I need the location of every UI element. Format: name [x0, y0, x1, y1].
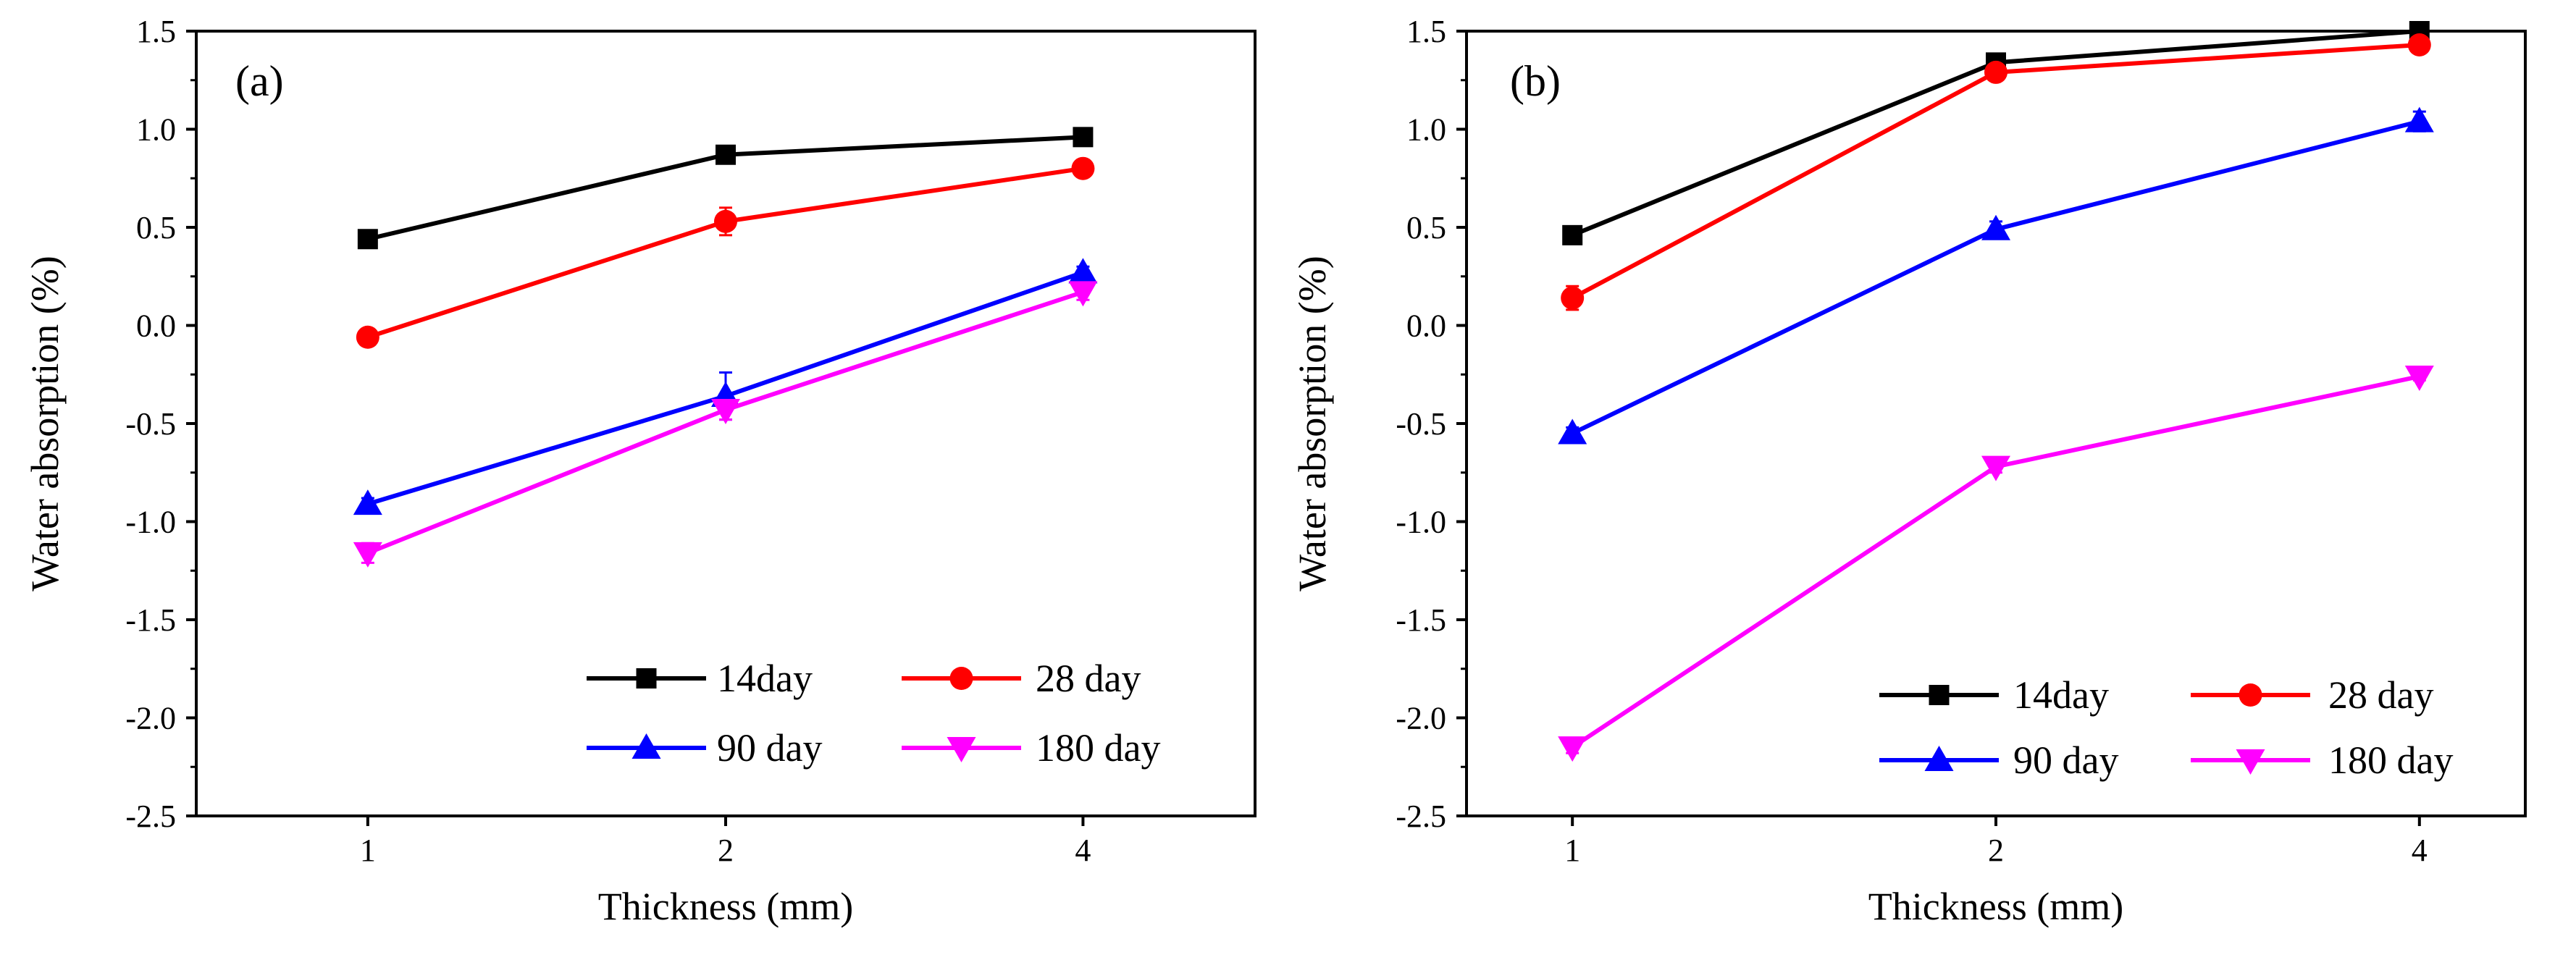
triangle-up-marker	[1924, 746, 1954, 771]
series-14day	[357, 127, 1094, 250]
y-tick-label: -2.0	[125, 701, 176, 736]
square-marker	[1073, 127, 1094, 148]
circle-marker	[356, 325, 379, 349]
y-tick-label: -1.5	[1396, 602, 1446, 638]
x-tick-label: 1	[1564, 833, 1580, 868]
legend-label: 180 day	[1036, 726, 1160, 770]
legend-label: 28 day	[1036, 657, 1141, 700]
legend-label: 28 day	[2328, 673, 2433, 717]
legend: 14day 28 day 90 day 180 day	[1879, 673, 2453, 782]
triangle-up-marker	[1558, 418, 1587, 445]
triangle-up-marker	[2404, 106, 2434, 132]
legend-label: 90 day	[2013, 738, 2118, 782]
triangle-down-marker	[1981, 455, 2010, 481]
panel-label: (b)	[1510, 57, 1561, 105]
y-tick-label: -2.5	[125, 799, 176, 834]
y-tick-label: -1.0	[1396, 505, 1446, 540]
triangle-down-marker	[353, 542, 382, 568]
triangle-up-marker	[353, 489, 382, 515]
triangle-down-marker	[711, 399, 740, 425]
triangle-down-marker	[1558, 736, 1587, 762]
square-marker	[716, 144, 736, 165]
series-line	[366, 166, 1083, 340]
y-tick-label: 0.0	[136, 308, 176, 344]
triangle-down-marker	[2236, 749, 2265, 775]
y-axis: -2.5 -2.0 -1.5 -1.0 -0.5 0.0 0.5 1.0 1.5	[1396, 14, 1467, 834]
x-tick-label: 4	[1075, 833, 1091, 868]
x-tick-label: 2	[718, 833, 734, 868]
square-marker	[1929, 685, 1950, 705]
triangle-up-marker	[1981, 214, 2010, 240]
y-tick-label: 1.0	[1406, 112, 1446, 148]
circle-marker	[2239, 683, 2262, 707]
chart-panel-b: -2.5 -2.0 -1.5 -1.0 -0.5 0.0 0.5 1.0 1.5 1 2 4 Thick…	[1291, 14, 2527, 928]
x-tick-label: 1	[360, 833, 376, 868]
y-tick-label: -2.5	[1396, 799, 1446, 834]
y-tick-label: 1.0	[136, 112, 176, 148]
triangle-down-marker	[2404, 365, 2434, 391]
triangle-down-marker	[1068, 281, 1098, 307]
y-tick-label: 1.5	[136, 14, 176, 49]
y-tick-label: 1.5	[1406, 14, 1446, 49]
series-line	[1571, 119, 2420, 436]
y-axis-title: Water absorption (%)	[23, 256, 67, 591]
panel-label: (a)	[235, 57, 284, 105]
y-tick-label: 0.0	[1406, 308, 1446, 344]
y-axis: -2.5 -2.0 -1.5 -1.0 -0.5 0.0 0.5 1.0 1.5	[125, 14, 196, 834]
y-tick-label: -1.0	[125, 505, 176, 540]
y-tick-label: -0.5	[1396, 406, 1446, 442]
triangle-up-marker	[1068, 258, 1098, 284]
circle-marker	[714, 209, 737, 233]
circle-marker	[1984, 60, 2007, 84]
square-marker	[636, 668, 657, 689]
y-tick-label: -2.0	[1396, 701, 1446, 736]
series-28-day	[1561, 33, 2431, 311]
circle-marker	[949, 667, 973, 690]
x-axis-title: Thickness (mm)	[598, 885, 853, 928]
legend-label: 180 day	[2328, 738, 2453, 782]
series-90-day	[1558, 106, 2434, 445]
series-28-day	[356, 156, 1095, 349]
y-tick-label: 0.5	[1406, 210, 1446, 245]
legend: 14day 28 day 90 day 180 day	[587, 657, 1160, 770]
series-180-day	[353, 281, 1098, 568]
square-marker	[357, 229, 378, 250]
x-axis-title: Thickness (mm)	[1868, 885, 2123, 928]
series-90-day	[353, 258, 1098, 515]
y-tick-label: -0.5	[125, 406, 176, 442]
x-tick-label: 4	[2412, 833, 2428, 868]
y-axis-title: Water absorption (%)	[1291, 256, 1334, 591]
y-tick-label: 0.5	[136, 210, 176, 245]
triangle-up-marker	[632, 733, 661, 759]
circle-marker	[2407, 33, 2431, 56]
square-marker	[1562, 224, 1583, 245]
y-tick-label: -1.5	[125, 602, 176, 638]
triangle-down-marker	[947, 737, 976, 762]
chart-panel-a: -2.5 -2.0 -1.5 -1.0 -0.5 0.0 0.5 1.0 1.5 1 2 4 Thick…	[23, 14, 1256, 928]
legend-label: 14day	[2013, 673, 2109, 717]
series-line	[1571, 374, 2420, 749]
circle-marker	[1071, 156, 1095, 180]
legend-label: 14day	[717, 657, 813, 700]
x-tick-label: 2	[1988, 833, 2004, 868]
legend-label: 90 day	[717, 726, 822, 770]
circle-marker	[1561, 286, 1585, 310]
x-axis: 1 2 4	[360, 816, 1091, 868]
x-axis: 1 2 4	[1564, 816, 2428, 868]
series-180-day	[1558, 365, 2434, 762]
